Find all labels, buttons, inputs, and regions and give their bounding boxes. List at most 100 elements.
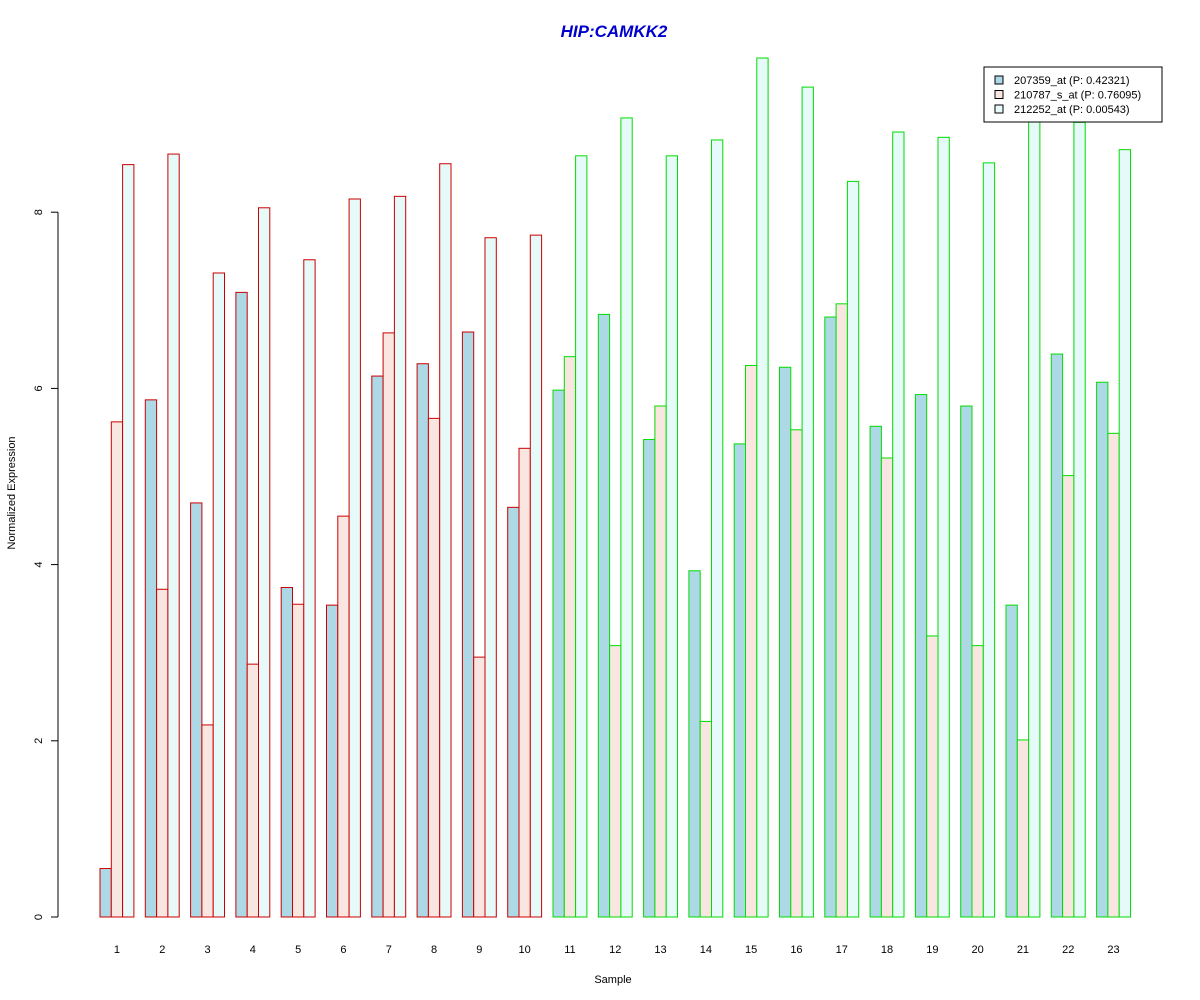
bar-sample-12-series-1 [597,313,611,918]
x-tick-label: 4 [250,944,256,956]
bar-sample-14-series-1 [688,570,701,918]
x-axis-labels: 1 2 3 4 5 6 7 8 9 10 11 12 13 14 15 16 17 18 19 20 21 22 23 [114,944,1120,956]
y-tick-label: 6 [33,385,45,391]
y-tick-label: 8 [33,209,45,215]
bar-sample-13-series-3 [665,155,679,918]
legend-swatch [994,90,1004,99]
bar-sample-23-series-1 [1096,381,1109,918]
bar-sample-9-series-2 [473,656,486,918]
bar-sample-16-series-3 [801,86,814,918]
bar-sample-19-series-1 [914,394,928,918]
x-tick-label: 16 [790,944,802,956]
legend-entry: 210787_s_at (P: 0.76095) [1014,90,1141,102]
bar-sample-15-series-1 [733,443,747,918]
x-tick-label: 15 [745,944,757,956]
bar-sample-15-series-3 [756,57,769,918]
bar-sample-16-series-2 [790,429,803,918]
x-tick-label: 12 [609,944,621,956]
bar-sample-1-series-3 [122,164,135,918]
bar-sample-10-series-1 [507,506,520,918]
bar-sample-6-series-3 [348,198,361,918]
bar-sample-7-series-2 [382,332,395,918]
bar-sample-19-series-3 [937,136,950,918]
bar-sample-7-series-1 [371,375,384,918]
bar-sample-20-series-3 [982,162,996,918]
bar-sample-2-series-2 [156,588,169,918]
bar-sample-20-series-1 [960,405,973,918]
bar-sample-22-series-2 [1062,475,1075,918]
y-axis-label: Normalized Expression [6,436,18,549]
bar-sample-16-series-1 [779,366,792,918]
bar-sample-22-series-1 [1050,353,1064,918]
bar-sample-23-series-3 [1118,149,1131,918]
x-tick-label: 5 [295,944,301,956]
bar-sample-10-series-3 [529,234,543,918]
bar-sample-18-series-2 [880,457,894,918]
x-tick-label: 8 [431,944,437,956]
bar-sample-1-series-1 [99,868,112,918]
legend-swatch [994,75,1004,85]
bar-sample-3-series-3 [212,272,225,918]
x-tick-label: 9 [476,944,482,956]
x-tick-label: 7 [386,944,392,956]
x-tick-label: 23 [1107,944,1119,956]
legend-box [983,66,1163,123]
bar-sample-12-series-2 [609,645,622,918]
x-tick-label: 1 [114,944,120,956]
bar-sample-5-series-1 [280,587,294,918]
bar-sample-8-series-1 [416,363,429,918]
legend-entry: 212252_at (P: 0.00543) [1014,104,1130,116]
bar-sample-3-series-1 [190,502,203,918]
legend-swatch [994,104,1004,114]
x-tick-label: 13 [654,944,666,956]
bar-sample-5-series-2 [292,603,305,918]
x-tick-label: 10 [519,944,531,956]
x-tick-label: 17 [836,944,848,956]
bars [99,57,1131,918]
x-tick-label: 20 [972,944,984,956]
x-tick-label: 11 [564,944,575,956]
bar-sample-23-series-2 [1107,432,1120,918]
y-tick-label: 0 [33,914,45,920]
x-tick-label: 3 [204,944,210,956]
bar-sample-4-series-1 [235,291,248,918]
bar-sample-21-series-1 [1005,604,1018,918]
bar-sample-11-series-1 [552,389,565,918]
x-axis-label: Sample [594,974,631,986]
bar-sample-18-series-1 [869,425,882,918]
y-axis: 0 2 4 6 8 [33,209,59,920]
chart-title: HIP:CAMKK2 [561,22,668,41]
bar-sample-3-series-2 [201,724,214,918]
bar-sample-10-series-2 [518,447,531,918]
bar-sample-17-series-1 [824,316,837,918]
bar-sample-4-series-3 [258,207,271,918]
bar-sample-19-series-2 [926,635,939,918]
bar-sample-4-series-2 [246,663,259,918]
bar-sample-2-series-3 [167,153,180,918]
y-tick-label: 2 [33,738,45,744]
bar-sample-13-series-1 [643,439,656,918]
bar-sample-18-series-3 [892,131,905,918]
bar-sample-14-series-2 [699,720,713,918]
bar-sample-17-series-3 [846,180,860,918]
bar-sample-12-series-3 [620,117,633,918]
x-tick-label: 18 [881,944,893,956]
bar-sample-20-series-2 [971,645,984,918]
bar-sample-8-series-2 [427,417,441,918]
bar-sample-1-series-2 [110,421,124,918]
y-tick-label: 4 [33,562,45,568]
bar-sample-5-series-3 [303,259,316,918]
bar-sample-15-series-2 [745,364,758,918]
bar-sample-7-series-3 [393,195,407,918]
x-tick-label: 14 [700,944,712,956]
x-tick-label: 6 [340,944,346,956]
x-tick-label: 19 [926,944,938,956]
bar-sample-9-series-3 [484,237,497,918]
bar-sample-6-series-2 [337,515,350,918]
bar-sample-6-series-1 [326,604,339,918]
legend-entry: 207359_at (P: 0.42321) [1014,75,1130,87]
x-tick-label: 21 [1017,944,1029,956]
legend: 207359_at (P: 0.42321) 210787_s_at (P: 0.… [983,66,1163,123]
bar-sample-21-series-3 [1028,114,1041,918]
